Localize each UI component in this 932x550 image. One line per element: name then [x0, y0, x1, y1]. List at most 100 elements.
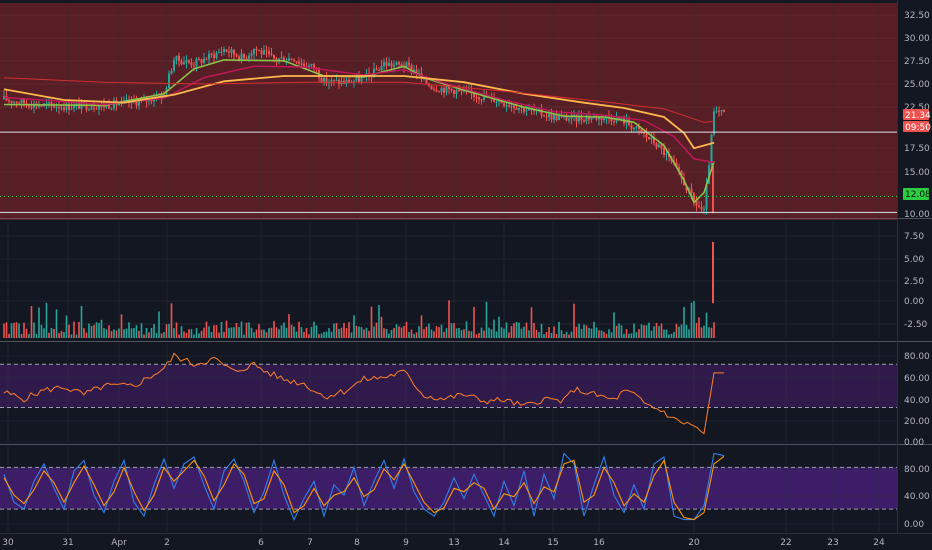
- volume-bar: [438, 327, 440, 338]
- volume-bar: [623, 333, 625, 338]
- candle: [175, 55, 178, 61]
- stochastic-pane[interactable]: [0, 446, 897, 532]
- candle: [13, 101, 15, 103]
- candle: [583, 120, 585, 122]
- candle: [328, 82, 330, 84]
- candle: [20, 99, 23, 104]
- time-tick-label: 14: [498, 538, 510, 548]
- volume-bar: [668, 334, 670, 338]
- candle: [260, 50, 263, 55]
- candle: [723, 110, 725, 112]
- candle: [475, 96, 478, 98]
- candle: [713, 111, 715, 135]
- volume-bar: [158, 311, 160, 338]
- volume-bar: [385, 329, 388, 338]
- volume-bar: [705, 312, 708, 338]
- volume-pane[interactable]: [0, 222, 897, 338]
- candle: [25, 103, 28, 105]
- volume-bar: [598, 330, 600, 338]
- price-pane[interactable]: [0, 3, 897, 220]
- volume-bar: [380, 316, 383, 338]
- volume-bar: [195, 328, 198, 338]
- axis-tick-label: 80.00: [904, 352, 930, 362]
- moving-averages: [3, 59, 715, 204]
- volume-bar: [238, 327, 240, 338]
- candle: [253, 48, 255, 54]
- volume-bar: [38, 307, 40, 338]
- candle: [168, 73, 170, 89]
- time-axis[interactable]: 30 31 Apr 2 6 7 8 9 13 14 15 16 20 22 23 24: [0, 533, 932, 549]
- volume-bar: [435, 326, 438, 338]
- time-tick-label: 8: [354, 538, 360, 548]
- candle: [558, 116, 560, 121]
- candle: [310, 64, 313, 66]
- volume-bar: [215, 325, 218, 338]
- volume-bar: [430, 329, 433, 338]
- candle: [712, 165, 714, 214]
- green-level-badge-bg: [903, 188, 929, 200]
- volume-bar: [448, 300, 450, 338]
- volume-bar: [35, 333, 38, 338]
- candle: [193, 65, 195, 67]
- candle: [288, 58, 290, 61]
- candle: [270, 53, 273, 55]
- volume-bar: [265, 332, 268, 338]
- volume-bar: [40, 324, 43, 338]
- time-badge-bg: [903, 121, 929, 132]
- candle: [695, 200, 698, 206]
- candle: [308, 65, 310, 69]
- volume-bar: [618, 323, 620, 338]
- axis-tick-label: 15.00: [904, 168, 930, 178]
- volume-bar: [645, 325, 648, 338]
- candle: [398, 62, 400, 65]
- candle: [238, 56, 240, 60]
- candle: [203, 58, 205, 63]
- volume-bar: [55, 309, 58, 338]
- candle: [245, 58, 248, 60]
- volume-bar: [528, 330, 530, 338]
- candle: [700, 207, 703, 210]
- volume-bar: [355, 325, 358, 338]
- volume-bar: [30, 305, 33, 338]
- candle: [613, 121, 615, 123]
- candle: [645, 133, 648, 138]
- volume-bar: [375, 322, 378, 338]
- volume-bar: [363, 329, 365, 338]
- volume-bar: [515, 321, 518, 338]
- candle: [378, 70, 380, 72]
- volume-bar: [315, 325, 318, 338]
- rsi-pane[interactable]: [0, 343, 897, 443]
- candle: [70, 108, 73, 110]
- rsi-line: [3, 352, 724, 435]
- candle: [240, 53, 243, 60]
- volume-bar: [203, 327, 205, 338]
- green-level-badge: 12.08: [905, 190, 931, 200]
- volume-bar: [218, 332, 220, 338]
- volume-bar: [193, 334, 195, 338]
- candle: [15, 101, 18, 104]
- axis-tick-label: 80.00: [904, 465, 930, 475]
- volume-bar: [613, 312, 615, 338]
- candle: [410, 65, 413, 72]
- candle: [78, 103, 80, 109]
- volume-bar: [510, 326, 513, 338]
- candle: [653, 137, 655, 144]
- volume-bar: [420, 315, 423, 338]
- candle: [173, 60, 175, 71]
- candle: [628, 119, 630, 126]
- volume-bar: [390, 329, 393, 338]
- candle: [553, 114, 555, 120]
- volume-bar: [150, 328, 153, 338]
- volume-bar: [425, 326, 428, 338]
- candle: [225, 49, 228, 52]
- volume-bar: [373, 326, 375, 338]
- candle: [525, 110, 528, 112]
- candle: [110, 108, 113, 110]
- candle: [375, 68, 378, 71]
- volume-bar: [620, 325, 623, 338]
- volume-bar: [543, 334, 545, 338]
- price-axis[interactable]: 32.50 30.00 27.50 25.00 22.50 17.50 15.00 10.00…: [897, 0, 931, 533]
- stochastic-lines: [3, 452, 725, 521]
- volume-bar: [383, 328, 385, 338]
